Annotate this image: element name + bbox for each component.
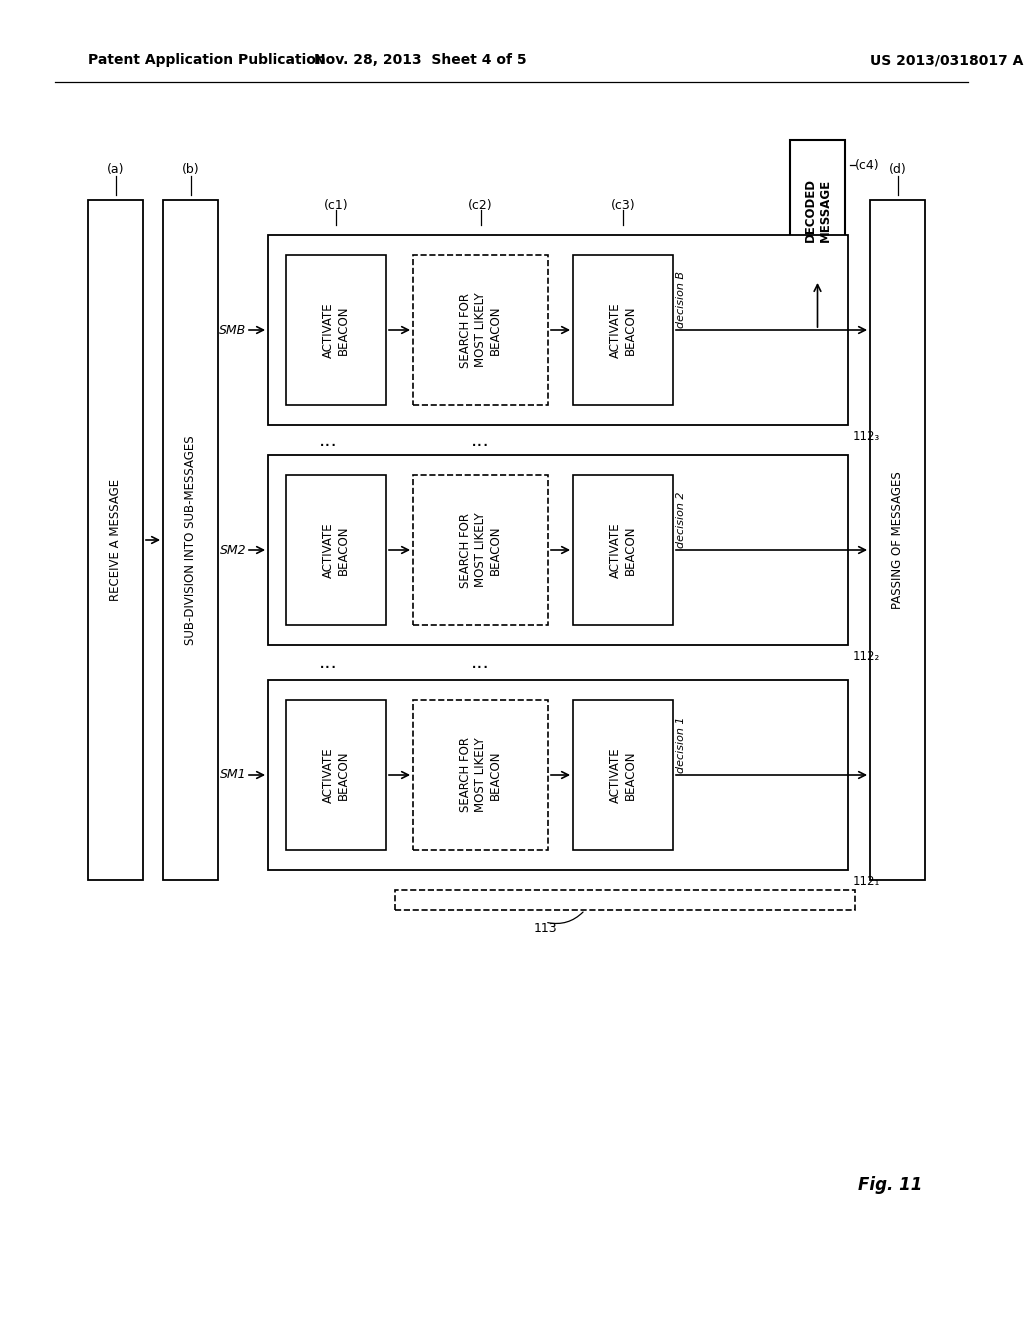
Bar xyxy=(413,700,548,850)
Text: (a): (a) xyxy=(106,164,124,177)
Bar xyxy=(573,255,673,405)
Bar xyxy=(286,475,386,624)
Text: decision B: decision B xyxy=(676,272,686,329)
Bar xyxy=(395,890,855,909)
Text: (b): (b) xyxy=(181,164,200,177)
Text: 112₃: 112₃ xyxy=(853,430,881,444)
Bar xyxy=(286,700,386,850)
Text: ...: ... xyxy=(318,430,337,450)
Bar xyxy=(268,455,848,645)
Text: (c1): (c1) xyxy=(324,198,348,211)
Text: Fig. 11: Fig. 11 xyxy=(858,1176,923,1195)
Text: ...: ... xyxy=(318,653,337,672)
Text: 112₂: 112₂ xyxy=(853,649,881,663)
Text: ACTIVATE
BEACON: ACTIVATE BEACON xyxy=(609,302,637,358)
Bar xyxy=(286,255,386,405)
Text: Patent Application Publication: Patent Application Publication xyxy=(88,53,326,67)
Text: 113: 113 xyxy=(534,921,557,935)
Text: US 2013/0318017 A1: US 2013/0318017 A1 xyxy=(870,53,1024,67)
Text: RECEIVE A MESSAGE: RECEIVE A MESSAGE xyxy=(109,479,122,601)
Text: (c3): (c3) xyxy=(610,198,635,211)
Bar xyxy=(163,201,218,880)
Text: (c2): (c2) xyxy=(468,198,493,211)
Text: ...: ... xyxy=(471,430,489,450)
Bar xyxy=(88,201,143,880)
Bar xyxy=(790,140,845,280)
Bar xyxy=(573,700,673,850)
Text: SM2: SM2 xyxy=(220,544,247,557)
Text: SEARCH FOR
MOST LIKELY
BEACON: SEARCH FOR MOST LIKELY BEACON xyxy=(459,738,502,813)
Text: SEARCH FOR
MOST LIKELY
BEACON: SEARCH FOR MOST LIKELY BEACON xyxy=(459,293,502,367)
Bar xyxy=(268,680,848,870)
Text: ...: ... xyxy=(471,653,489,672)
Text: ACTIVATE
BEACON: ACTIVATE BEACON xyxy=(609,523,637,578)
Text: ACTIVATE
BEACON: ACTIVATE BEACON xyxy=(609,747,637,803)
Text: ACTIVATE
BEACON: ACTIVATE BEACON xyxy=(322,523,350,578)
Text: SMB: SMB xyxy=(219,323,247,337)
Text: decision 1: decision 1 xyxy=(676,717,686,774)
Text: SUB-DIVISION INTO SUB-MESSAGES: SUB-DIVISION INTO SUB-MESSAGES xyxy=(184,436,197,644)
Text: DECODED
MESSAGE: DECODED MESSAGE xyxy=(804,178,831,242)
Text: ACTIVATE
BEACON: ACTIVATE BEACON xyxy=(322,747,350,803)
Bar xyxy=(268,235,848,425)
Text: (d): (d) xyxy=(889,164,906,177)
Bar xyxy=(573,475,673,624)
Bar xyxy=(870,201,925,880)
Text: SM1: SM1 xyxy=(220,768,247,781)
Bar xyxy=(413,475,548,624)
Text: PASSING OF MESSAGES: PASSING OF MESSAGES xyxy=(891,471,904,609)
Text: SEARCH FOR
MOST LIKELY
BEACON: SEARCH FOR MOST LIKELY BEACON xyxy=(459,512,502,587)
Text: Nov. 28, 2013  Sheet 4 of 5: Nov. 28, 2013 Sheet 4 of 5 xyxy=(313,53,526,67)
Text: 112₁: 112₁ xyxy=(853,875,881,888)
Text: ACTIVATE
BEACON: ACTIVATE BEACON xyxy=(322,302,350,358)
Text: (c4): (c4) xyxy=(855,158,880,172)
Text: decision 2: decision 2 xyxy=(676,492,686,548)
Bar xyxy=(413,255,548,405)
